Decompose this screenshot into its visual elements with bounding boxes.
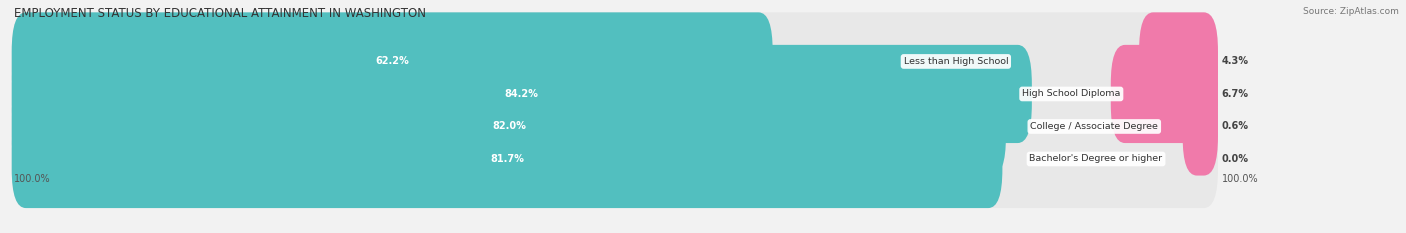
FancyBboxPatch shape bbox=[11, 12, 1218, 110]
Text: 6.7%: 6.7% bbox=[1222, 89, 1249, 99]
FancyBboxPatch shape bbox=[11, 12, 773, 110]
Text: EMPLOYMENT STATUS BY EDUCATIONAL ATTAINMENT IN WASHINGTON: EMPLOYMENT STATUS BY EDUCATIONAL ATTAINM… bbox=[14, 7, 426, 20]
Text: College / Associate Degree: College / Associate Degree bbox=[1031, 122, 1159, 131]
Text: 81.7%: 81.7% bbox=[491, 154, 524, 164]
Text: 0.6%: 0.6% bbox=[1222, 121, 1249, 131]
Text: Less than High School: Less than High School bbox=[904, 57, 1008, 66]
Text: Source: ZipAtlas.com: Source: ZipAtlas.com bbox=[1303, 7, 1399, 16]
Text: Bachelor's Degree or higher: Bachelor's Degree or higher bbox=[1029, 154, 1163, 164]
FancyBboxPatch shape bbox=[1111, 45, 1218, 143]
FancyBboxPatch shape bbox=[11, 110, 1218, 208]
Text: High School Diploma: High School Diploma bbox=[1022, 89, 1121, 99]
Text: 82.0%: 82.0% bbox=[492, 121, 526, 131]
FancyBboxPatch shape bbox=[1182, 77, 1218, 175]
Text: 0.0%: 0.0% bbox=[1222, 154, 1249, 164]
Text: 62.2%: 62.2% bbox=[375, 56, 409, 66]
FancyBboxPatch shape bbox=[11, 45, 1218, 143]
FancyBboxPatch shape bbox=[11, 77, 1218, 175]
FancyBboxPatch shape bbox=[1139, 12, 1218, 110]
FancyBboxPatch shape bbox=[11, 110, 1002, 208]
Text: 4.3%: 4.3% bbox=[1222, 56, 1249, 66]
Text: 100.0%: 100.0% bbox=[14, 174, 51, 184]
FancyBboxPatch shape bbox=[11, 77, 1005, 175]
FancyBboxPatch shape bbox=[11, 45, 1032, 143]
Text: 84.2%: 84.2% bbox=[505, 89, 538, 99]
Text: 100.0%: 100.0% bbox=[1222, 174, 1258, 184]
